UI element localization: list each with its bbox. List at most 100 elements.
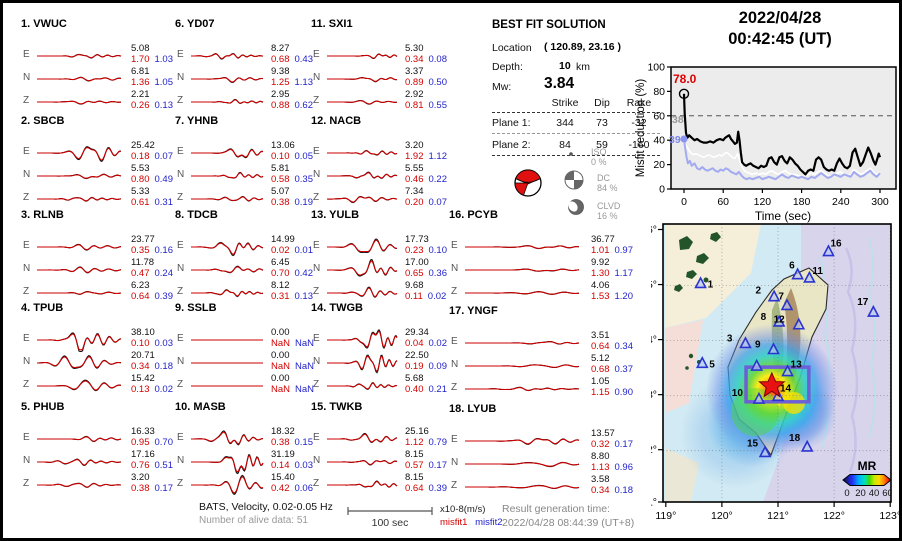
component-label: N	[313, 263, 321, 274]
station-header: 13. YULB	[311, 209, 360, 221]
plot-frame	[670, 66, 897, 190]
misfit2-value: 0.02	[154, 383, 174, 395]
misfit-values: 0.68 0.43	[271, 54, 313, 66]
synthetic-trace	[37, 291, 122, 295]
amplitude-value: 8.15	[405, 472, 424, 483]
amplitude-value: 8.15	[405, 449, 424, 460]
iso-label: ISO 0 %	[591, 147, 607, 167]
waveform-trace	[191, 339, 263, 341]
channel-values: 14.99 0.02 0.01	[271, 234, 313, 256]
synthetic-trace	[327, 460, 398, 466]
component-label: E	[23, 432, 30, 443]
channel-values: 18.32 0.38 0.15	[271, 426, 313, 449]
amplitude-value: 9.68	[405, 280, 424, 291]
synthetic-trace	[465, 387, 580, 391]
misfit1-value: 0.89	[405, 76, 424, 88]
map-station-number: 1	[708, 279, 714, 290]
synthetic-trace	[37, 436, 122, 442]
synthetic-trace	[327, 172, 398, 179]
map-station-marker	[750, 358, 764, 371]
component-label: E	[177, 146, 184, 157]
misfit1-value: 0.58	[271, 173, 290, 185]
misfit1-value: 0.88	[271, 99, 290, 111]
misfit1-value: 0.64	[131, 290, 150, 302]
amplitude-value: 8.27	[271, 43, 290, 54]
amplitude-value: 5.33	[131, 186, 150, 197]
misfit-values: 0.40 0.21	[405, 383, 447, 396]
plane1-strike: 344	[556, 117, 574, 129]
channel-values: 5.08 1.70 1.03	[131, 43, 173, 65]
amplitude-value: 0.00	[271, 350, 290, 361]
location-value: ( 120.89, 23.16 )	[544, 41, 622, 53]
plane1-row: Plane 1: 344 73 -32	[492, 117, 660, 134]
misfit-values: 0.10 0.03	[131, 338, 173, 350]
component-label: Z	[23, 95, 30, 106]
component-label: Z	[177, 95, 184, 106]
channel-values: 20.71 0.34 0.18	[131, 350, 173, 373]
misfit1-value: 1.70	[131, 53, 150, 65]
component-label: N	[177, 72, 185, 83]
misfit-values: NaN NaN	[271, 338, 314, 350]
blue-start-marker	[680, 135, 688, 143]
channel-values: 0.00 NaN NaN	[271, 350, 315, 372]
amplitude-value: 3.20	[131, 472, 150, 483]
misfit-values: 1.36 1.05	[131, 76, 174, 89]
amplitude-unit-label: x10-8(m/s)	[440, 504, 486, 515]
misfit2-value: 1.05	[154, 76, 174, 88]
misfit2-value: 0.35	[294, 173, 314, 185]
channel-values: 8.27 0.68 0.43	[271, 43, 313, 66]
misfit2-value: 0.07	[428, 196, 448, 208]
component-label: E	[313, 146, 320, 157]
misfit1-value: 0.40	[405, 383, 424, 395]
synthetic-trace	[37, 244, 122, 251]
station-header: 5. PHUB	[21, 401, 65, 413]
channel-values: 5.55 0.46 0.22	[405, 163, 447, 185]
waveform-trace	[327, 328, 398, 350]
misfit2-value: 0.17	[428, 459, 448, 471]
misfit2-value: 0.31	[154, 196, 174, 208]
component-label: N	[313, 455, 321, 466]
waveform-trace	[465, 484, 580, 490]
clvd-label: CLVD 16 %	[597, 201, 621, 221]
misfit-values: 0.35 0.16	[131, 245, 173, 257]
bathymetry-line3	[867, 237, 876, 439]
x-tick-label: 0	[681, 196, 687, 208]
misfit2-value: 1.20	[614, 290, 634, 302]
synthetic-trace	[37, 482, 122, 488]
misfit2-value: 0.24	[154, 267, 174, 279]
station-header: 4. TPUB	[21, 302, 64, 314]
synthetic-trace	[191, 266, 264, 273]
map-station-number: 13	[791, 360, 803, 371]
channel-values: 5.30 0.34 0.08	[405, 43, 447, 65]
misfit1-value: 0.38	[271, 436, 290, 448]
amplitude-value: 8.80	[591, 451, 610, 462]
misfit2-value: NaN	[295, 360, 315, 372]
misfit-values: 1.92 1.12	[405, 151, 447, 163]
clvd-name: CLVD	[597, 201, 621, 211]
channel-values: 1.05 1.15 0.90	[591, 376, 633, 398]
dc-pct: 84 %	[597, 182, 618, 193]
channel-values: 23.77 0.35 0.16	[131, 234, 173, 257]
channel-values: 8.15 0.57 0.17	[405, 449, 448, 471]
component-label: N	[177, 356, 185, 367]
component-label: Z	[313, 95, 320, 106]
misfit1-value: 0.32	[591, 438, 610, 450]
synthetic-trace	[327, 287, 398, 298]
amplitude-value: 2.95	[271, 89, 290, 100]
component-label: E	[451, 434, 458, 445]
x-axis-title: Time (sec)	[755, 209, 811, 223]
plane-table-header: Strike Dip Rake	[492, 97, 660, 113]
amplitude-value: 0.00	[271, 327, 290, 338]
map-station-marker	[739, 336, 752, 349]
station-header: 8. TDCB	[175, 209, 218, 221]
synthetic-trace	[327, 433, 398, 443]
x-tick-label: 120	[754, 196, 772, 208]
amplitude-value: 25.16	[405, 426, 429, 437]
component-label: N	[451, 359, 459, 370]
misfit1-value: 0.34	[591, 484, 610, 496]
channel-values: 16.33 0.95 0.70	[131, 426, 173, 448]
misfit-values: 0.38 0.15	[271, 436, 313, 449]
misfit-values: 0.34 0.18	[131, 361, 173, 373]
synthetic-trace	[327, 330, 398, 348]
